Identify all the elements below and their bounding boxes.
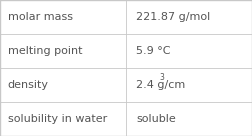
Text: soluble: soluble [136,114,176,124]
Text: 2.4 g/cm: 2.4 g/cm [136,80,185,90]
Text: density: density [8,80,49,90]
Text: 3: 3 [159,73,164,82]
Text: 5.9 °C: 5.9 °C [136,46,171,56]
Text: 221.87 g/mol: 221.87 g/mol [136,12,210,22]
Text: solubility in water: solubility in water [8,114,107,124]
Text: melting point: melting point [8,46,82,56]
Text: molar mass: molar mass [8,12,73,22]
